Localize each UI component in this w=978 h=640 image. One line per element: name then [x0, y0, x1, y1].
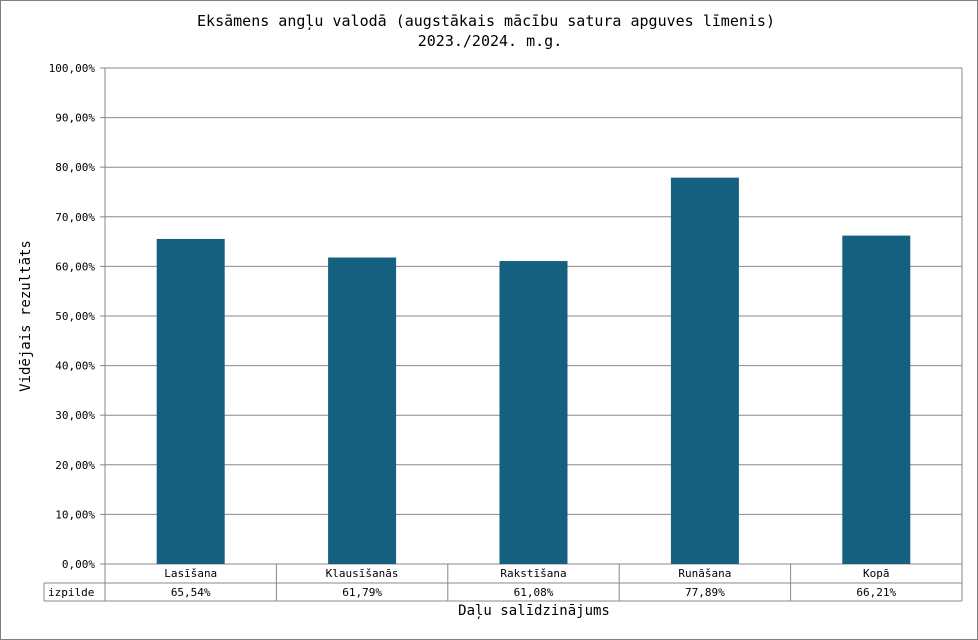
y-tick-label: 60,00%	[55, 260, 95, 273]
value-label: 65,54%	[171, 586, 211, 599]
y-tick-label: 30,00%	[55, 409, 95, 422]
bars	[156, 177, 911, 565]
y-tick-labels: 0,00% 10,00% 20,00% 30,00% 40,00% 50,00% 60,00…	[49, 62, 96, 571]
bar[interactable]	[499, 261, 568, 564]
y-tick-label: 50,00%	[55, 310, 95, 323]
chart-subtitle: 2023./2024. m.g.	[418, 32, 563, 50]
series-name-label: izpilde	[48, 586, 94, 599]
bar[interactable]	[842, 235, 911, 565]
y-tick-label: 90,00%	[55, 112, 95, 125]
category-label: Runāšana	[678, 567, 731, 580]
chart-title: Eksāmens angļu valodā (augstākais mācību…	[197, 12, 775, 30]
y-tick-label: 70,00%	[55, 211, 95, 224]
y-tick-label: 0,00%	[62, 558, 95, 571]
category-label: Klausīšanās	[326, 567, 399, 580]
x-axis-title: Daļu salīdzinājums	[458, 603, 610, 619]
category-label: Kopā	[863, 567, 890, 580]
y-tick-label: 80,00%	[55, 161, 95, 174]
bar[interactable]	[328, 257, 397, 564]
bar[interactable]	[156, 238, 225, 564]
category-label: Lasīšana	[164, 567, 217, 580]
y-tick-label: 20,00%	[55, 459, 95, 472]
value-label: 66,21%	[856, 586, 896, 599]
y-tick-label: 100,00%	[49, 62, 96, 75]
y-tick-label: 40,00%	[55, 360, 95, 373]
category-label: Rakstīšana	[500, 567, 566, 580]
value-label: 61,08%	[514, 586, 554, 599]
y-axis-title: Vidējais rezultāts	[18, 240, 34, 392]
value-label: 61,79%	[342, 586, 382, 599]
value-label: 77,89%	[685, 586, 725, 599]
data-table: Lasīšana Klausīšanās Rakstīšana Runāšana Kop…	[43, 564, 963, 602]
bar[interactable]	[670, 177, 739, 565]
y-tick-label: 10,00%	[55, 508, 95, 521]
